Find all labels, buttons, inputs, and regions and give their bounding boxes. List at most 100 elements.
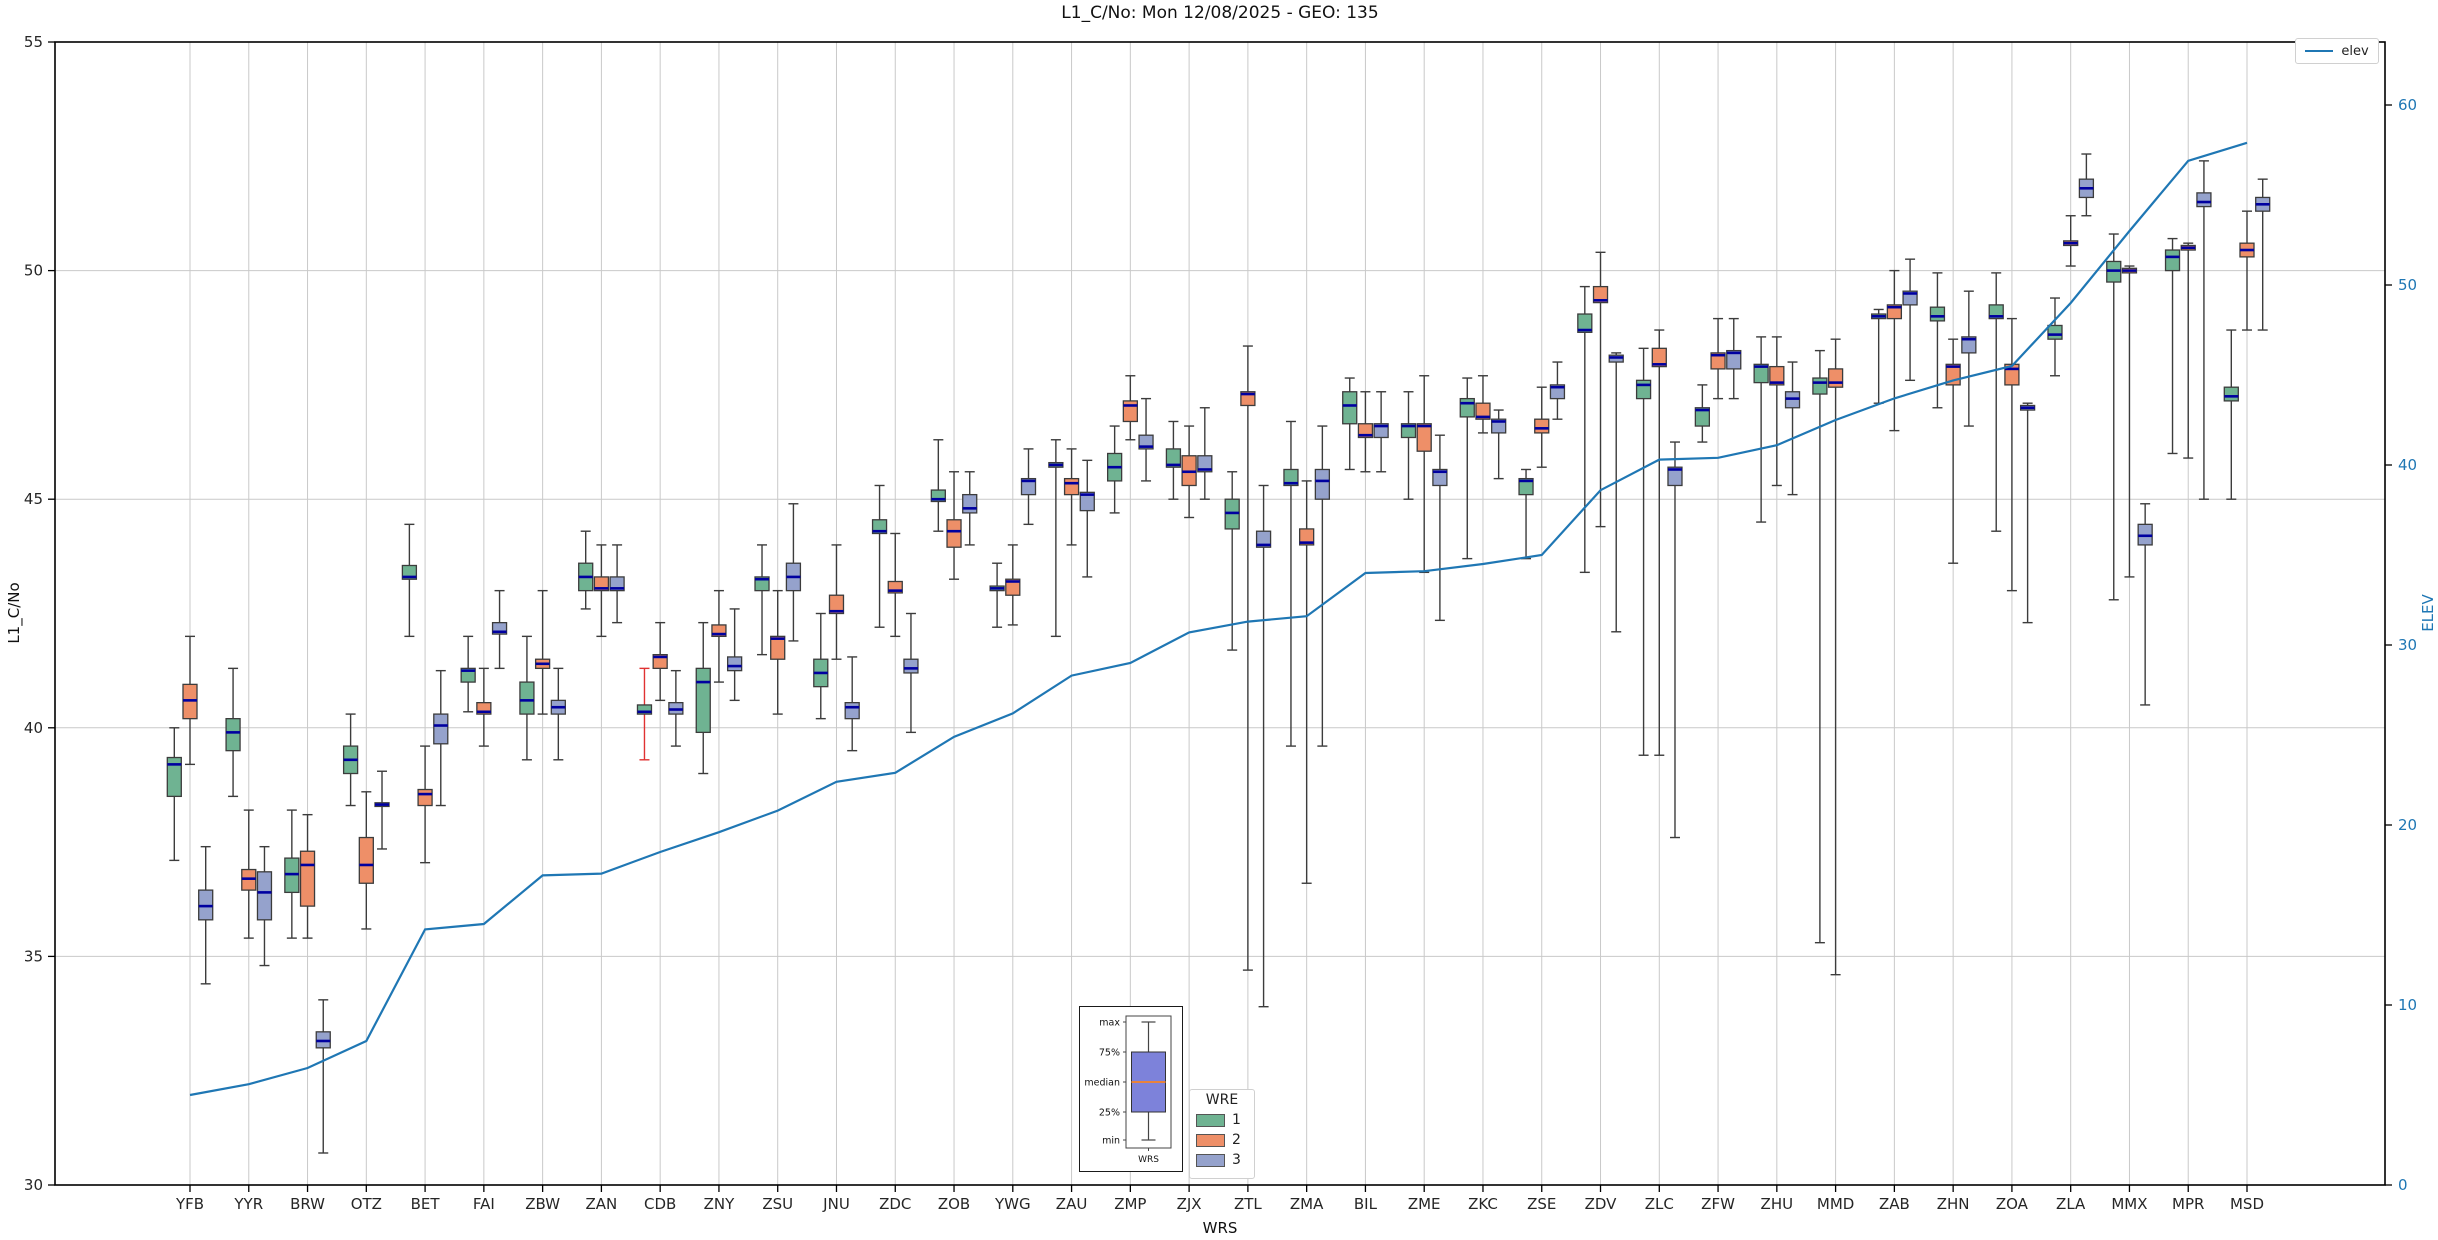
box [1534, 418, 1550, 434]
boxplot-anatomy-inset: max 75% median 25% min WRS [1079, 1006, 1183, 1172]
boxplot-ZME-wre2 [1416, 375, 1432, 574]
boxplot-ZSU-wre1 [754, 544, 770, 656]
boxplot-ZMP-wre3 [1138, 397, 1154, 482]
elev-line [189, 141, 2248, 1097]
box [1812, 377, 1828, 395]
x-tick-label-ZOB: ZOB [938, 1195, 970, 1213]
boxplot-YYR-wre2 [241, 809, 257, 939]
box [1518, 477, 1534, 496]
box [770, 635, 786, 660]
left-tick-label: 30 [24, 1176, 43, 1194]
x-tick-label-ZKC: ZKC [1468, 1195, 1498, 1213]
box [1314, 468, 1331, 500]
boxplot-MSD-wre1 [2223, 329, 2239, 500]
box [930, 489, 946, 503]
x-tick-label-MMD: MMD [1817, 1195, 1854, 1213]
boxplot-ZDC-wre3 [903, 612, 919, 734]
boxplot-YWG-wre1 [989, 562, 1005, 628]
boxplot-FAI-wre3 [491, 589, 508, 670]
gridlines [55, 42, 2385, 1185]
boxplot-ZSE-wre3 [1549, 361, 1566, 420]
boxplot-ZHN-wre1 [1929, 272, 1946, 409]
boxplot-ZNY-wre3 [726, 608, 743, 702]
plot-border [54, 41, 2386, 1186]
x-tick-label-ZDV: ZDV [1585, 1195, 1618, 1213]
right-tick-label: 30 [2398, 636, 2417, 654]
x-tick-label-MSD: MSD [2230, 1195, 2264, 1213]
inset-label: max [1099, 1018, 1120, 1029]
box [476, 702, 492, 715]
boxplot-ZLA-wre3 [2078, 153, 2095, 217]
x-tick-label-ZFW: ZFW [1701, 1195, 1735, 1213]
x-tick-label-FAI: FAI [473, 1195, 495, 1213]
box [256, 871, 273, 921]
x-tick-label-ZMA: ZMA [1290, 1195, 1324, 1213]
box-series-3 [198, 153, 2271, 1154]
box [962, 493, 978, 514]
boxplot-BRW-wre2 [299, 813, 316, 939]
boxplot-MMX-wre2 [2121, 265, 2138, 578]
x-tick-label-ZBW: ZBW [525, 1195, 560, 1213]
box [2047, 324, 2063, 340]
inset-xlabel: WRS [1138, 1155, 1159, 1165]
box [2196, 192, 2212, 208]
x-tick-label-ZSE: ZSE [1527, 1195, 1556, 1213]
box [519, 681, 535, 715]
box [1827, 368, 1844, 388]
boxplot-BIL-wre1 [1342, 377, 1358, 471]
boxplot-MPR-wre3 [2196, 160, 2212, 500]
boxplot-JNU-wre2 [828, 544, 845, 660]
boxplot-ZDV-wre3 [1608, 352, 1624, 633]
boxplot-MMX-wre3 [2137, 503, 2153, 706]
boxplot-ZMA-wre1 [1283, 420, 1299, 747]
box [1667, 466, 1683, 487]
box [828, 594, 845, 615]
boxplot-JNU-wre1 [813, 612, 829, 720]
box [1005, 578, 1021, 596]
boxplot-ZKC-wre1 [1459, 377, 1475, 560]
boxplot-ZAU-wre2 [1063, 448, 1080, 546]
box [1299, 528, 1315, 546]
boxplot-ZOB-wre1 [930, 439, 946, 532]
boxplot-ZME-wre1 [1400, 391, 1417, 500]
boxplot-ZKC-wre3 [1491, 409, 1507, 480]
legend-wre-label-1: 1 [1232, 1112, 1241, 1128]
box [636, 704, 653, 715]
boxplot-ZHN-wre2 [1945, 338, 1961, 564]
wre-swatch-3-icon [1196, 1153, 1225, 1167]
box [1929, 306, 1946, 322]
x-tick-label-ZNY: ZNY [704, 1195, 735, 1213]
x-tick-label-YFB: YFB [175, 1195, 204, 1213]
boxplot-ZKC-wre2 [1475, 375, 1491, 434]
x-tick-label-ZHU: ZHU [1761, 1195, 1794, 1213]
boxplot-BIL-wre2 [1357, 391, 1374, 473]
box [844, 702, 860, 720]
wre-swatch-1-icon [1196, 1113, 1225, 1127]
boxplot-ZLA-wre1 [2047, 297, 2063, 377]
legend-elev-label: elev [2341, 43, 2369, 59]
box [491, 621, 508, 635]
box [1710, 352, 1726, 370]
boxplot-ZFW-wre1 [1694, 384, 1711, 443]
box [695, 667, 711, 734]
boxplot-ZLC-wre1 [1635, 347, 1652, 756]
boxplot-ZDV-wre1 [1577, 285, 1593, 574]
boxplot-FAI-wre2 [476, 667, 492, 747]
box [1475, 402, 1491, 420]
boxplot-ZOA-wre3 [2019, 402, 2036, 624]
boxplot-anatomy-diagram: max 75% median 25% min WRS [1084, 1015, 1172, 1165]
box [1592, 285, 1609, 304]
x-tick-label-MPR: MPR [2172, 1195, 2204, 1213]
box [1122, 400, 1138, 423]
box [946, 519, 962, 548]
boxplot-CDB-wre3 [668, 669, 684, 747]
box [225, 718, 241, 752]
boxplot-YFB-wre1 [166, 727, 182, 862]
boxplot-FAI-wre1 [460, 635, 476, 713]
legend-wre-item-2: 2 [1190, 1130, 1254, 1150]
box-series-1 [166, 233, 2239, 944]
wre-swatch-2-icon [1196, 1133, 1225, 1147]
x-tick-label-MMX: MMX [2111, 1195, 2147, 1213]
boxplot-BIL-wre3 [1373, 391, 1389, 473]
